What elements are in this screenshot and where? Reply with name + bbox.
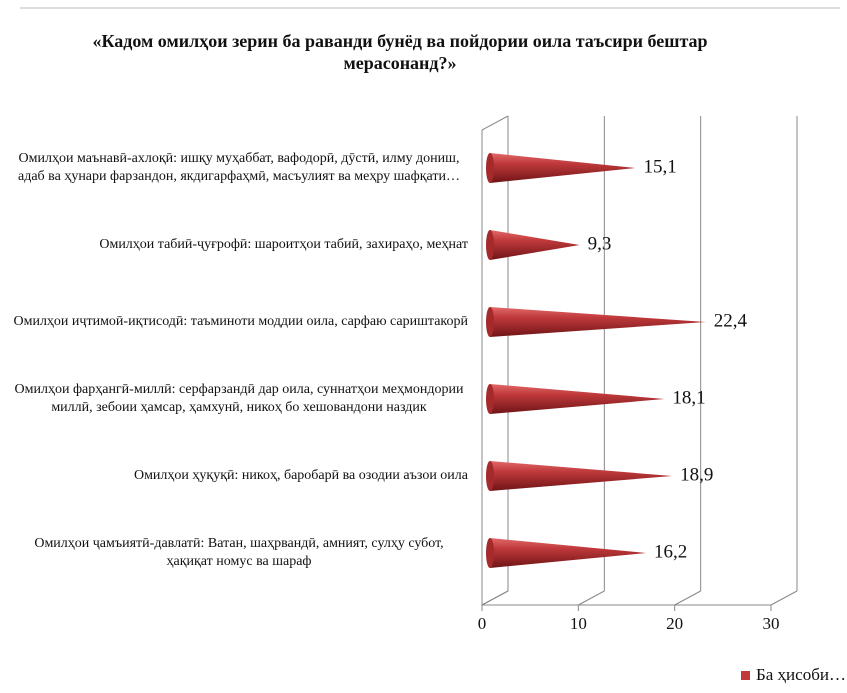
cone-base [486, 230, 494, 260]
x-tick-label: 30 [763, 614, 780, 633]
value-label: 18,1 [672, 387, 705, 408]
x-tick-label: 10 [570, 614, 587, 633]
category-label: Омилҳои маънавӣ-ахлоқӣ: ишқу муҳаббат, в… [10, 133, 468, 203]
value-label: 15,1 [643, 156, 676, 177]
cone-base [486, 461, 494, 491]
category-text: Омилҳои фарҳангӣ-миллӣ: серфарзандӣ дар … [14, 382, 464, 415]
cone [490, 307, 706, 337]
category-label: Омилҳои иҷтимоӣ-иқтисодӣ: таъминоти модд… [10, 287, 468, 357]
left-wall [481, 116, 509, 606]
category-text: Омилҳои иҷтимоӣ-иқтисодӣ: таъминоти модд… [13, 314, 468, 329]
cone [490, 384, 665, 414]
cone-base [486, 538, 494, 568]
value-label: 18,9 [680, 464, 713, 485]
value-label: 16,2 [654, 541, 687, 562]
floor-depth [770, 590, 798, 606]
floor-depth [578, 590, 605, 606]
cone [490, 538, 647, 568]
x-tick-label: 0 [478, 614, 487, 633]
cone [490, 461, 673, 491]
cone [490, 230, 580, 260]
category-text: Омилҳои ҷамъиятӣ-давлатӣ: Ватан, шаҳрван… [34, 536, 444, 569]
category-label: Омилҳои табиӣ-ҷуғрофӣ: шароитҳои табиӣ, … [10, 210, 468, 280]
category-label: Омилҳои ҳуқуқӣ: никоҳ, баробарӣ ва озоди… [10, 441, 468, 511]
category-label: Омилҳои фарҳангӣ-миллӣ: серфарзандӣ дар … [10, 364, 468, 434]
cone [490, 153, 636, 183]
legend-swatch [741, 671, 750, 680]
x-tick-label: 20 [666, 614, 683, 633]
category-text: Омилҳои ҳуқуқӣ: никоҳ, баробарӣ ва озоди… [133, 468, 468, 483]
legend-label: Ба ҳисоби… [756, 665, 846, 684]
value-label: 22,4 [714, 310, 748, 331]
cone-base [486, 153, 494, 183]
cone-base [486, 384, 494, 414]
left-wall-top [481, 115, 509, 131]
value-label: 9,3 [588, 233, 612, 254]
chart-title: «Кадом омилҳои зерин ба раванди бунёд ва… [92, 31, 708, 73]
floor-depth [674, 590, 701, 606]
category-label: Омилҳои ҷамъиятӣ-давлатӣ: Ватан, шаҳрван… [10, 518, 468, 588]
category-text: Омилҳои табиӣ-ҷуғрофӣ: шароитҳои табиӣ, … [99, 237, 468, 252]
floor-depth [481, 590, 509, 606]
cone-base [486, 307, 494, 337]
category-text: Омилҳои маънавӣ-ахлоқӣ: ишқу муҳаббат, в… [18, 151, 460, 184]
